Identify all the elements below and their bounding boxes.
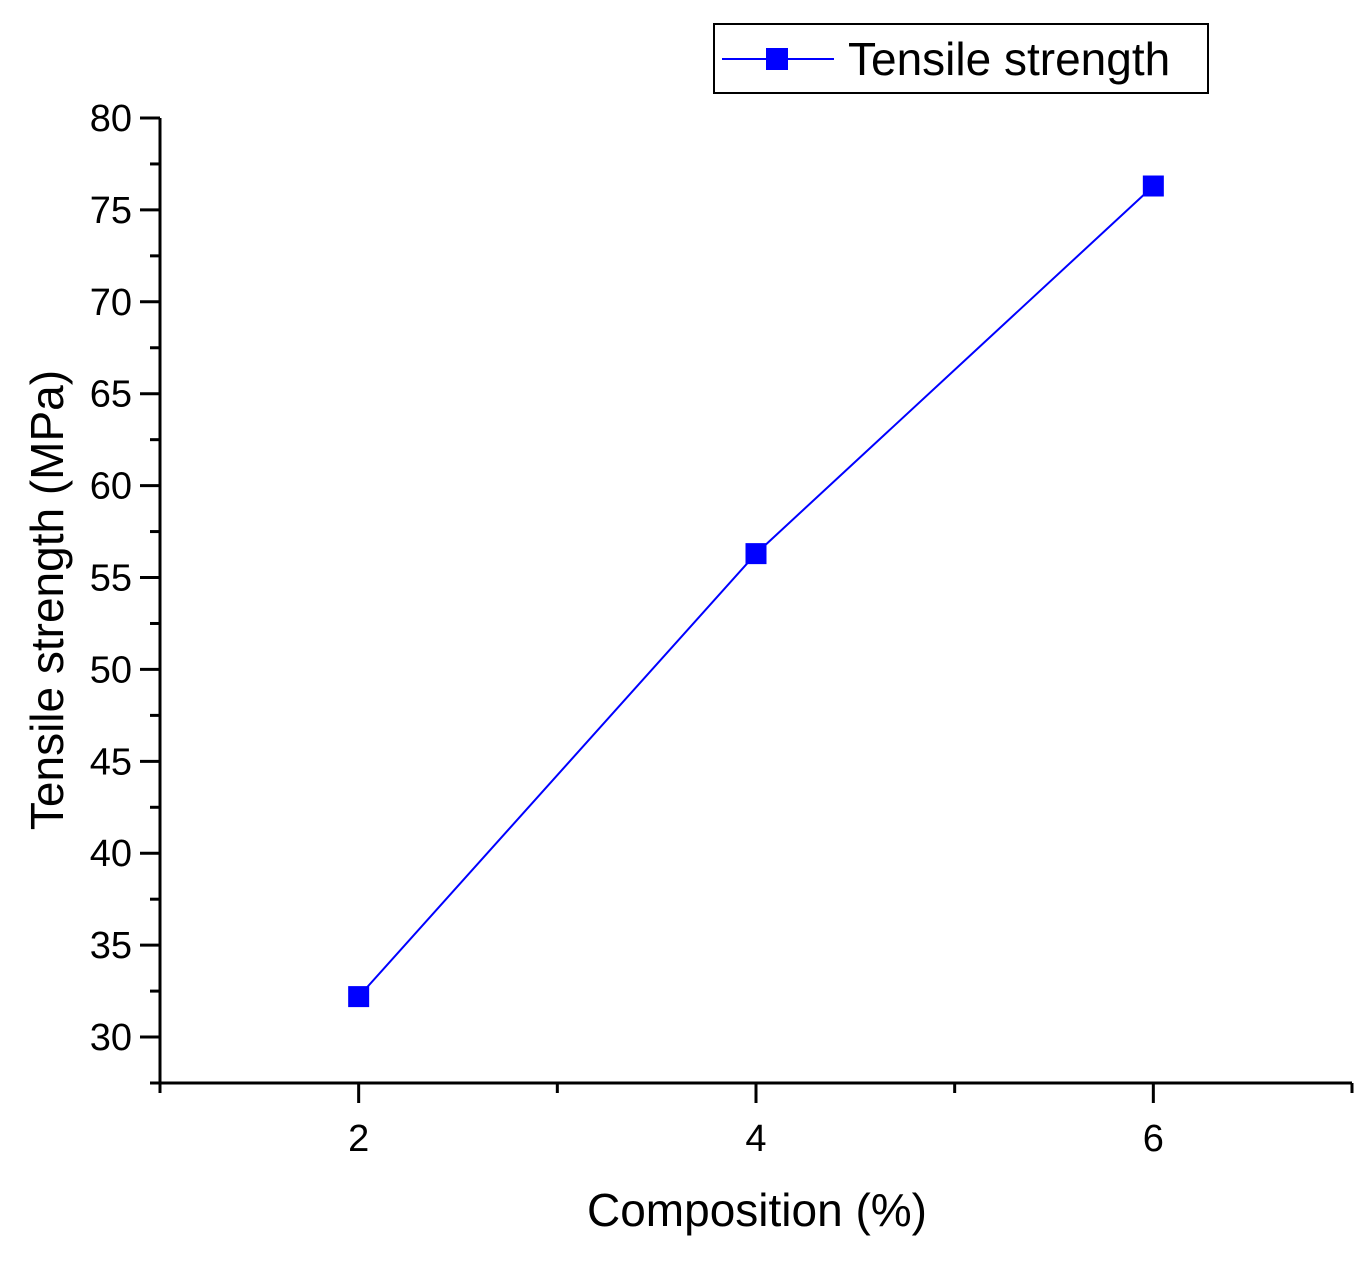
x-tick-label: 6	[1143, 1118, 1164, 1160]
y-tick-label: 45	[90, 741, 132, 783]
y-tick-label: 80	[90, 98, 132, 140]
ticks: 30 35 40 45 50 55 60 65 70 75 80 2 4 6	[90, 98, 1354, 1160]
y-tick-label: 70	[90, 282, 132, 324]
legend-label: Tensile strength	[848, 33, 1170, 85]
series-line	[357, 185, 1155, 998]
y-axis-title: Tensile strength (MPa)	[21, 370, 73, 830]
y-tick-label: 65	[90, 374, 132, 416]
y-tick-label: 35	[90, 925, 132, 967]
x-tick-label: 4	[745, 1118, 766, 1160]
x-axis-title: Composition (%)	[587, 1184, 927, 1236]
legend: Tensile strength	[713, 23, 1209, 94]
y-tick-label: 40	[90, 833, 132, 875]
series-layer	[348, 175, 1164, 1008]
axes	[158, 118, 1352, 1085]
y-tick-label: 55	[90, 558, 132, 600]
data-point-marker	[1142, 175, 1164, 197]
y-tick-label: 30	[90, 1017, 132, 1059]
y-tick-label: 50	[90, 649, 132, 691]
x-tick-label: 2	[348, 1118, 369, 1160]
legend-marker-square	[766, 48, 788, 70]
y-tick-label: 60	[90, 466, 132, 508]
data-point-marker	[348, 986, 370, 1008]
data-point-marker	[745, 543, 767, 565]
y-tick-label: 75	[90, 190, 132, 232]
